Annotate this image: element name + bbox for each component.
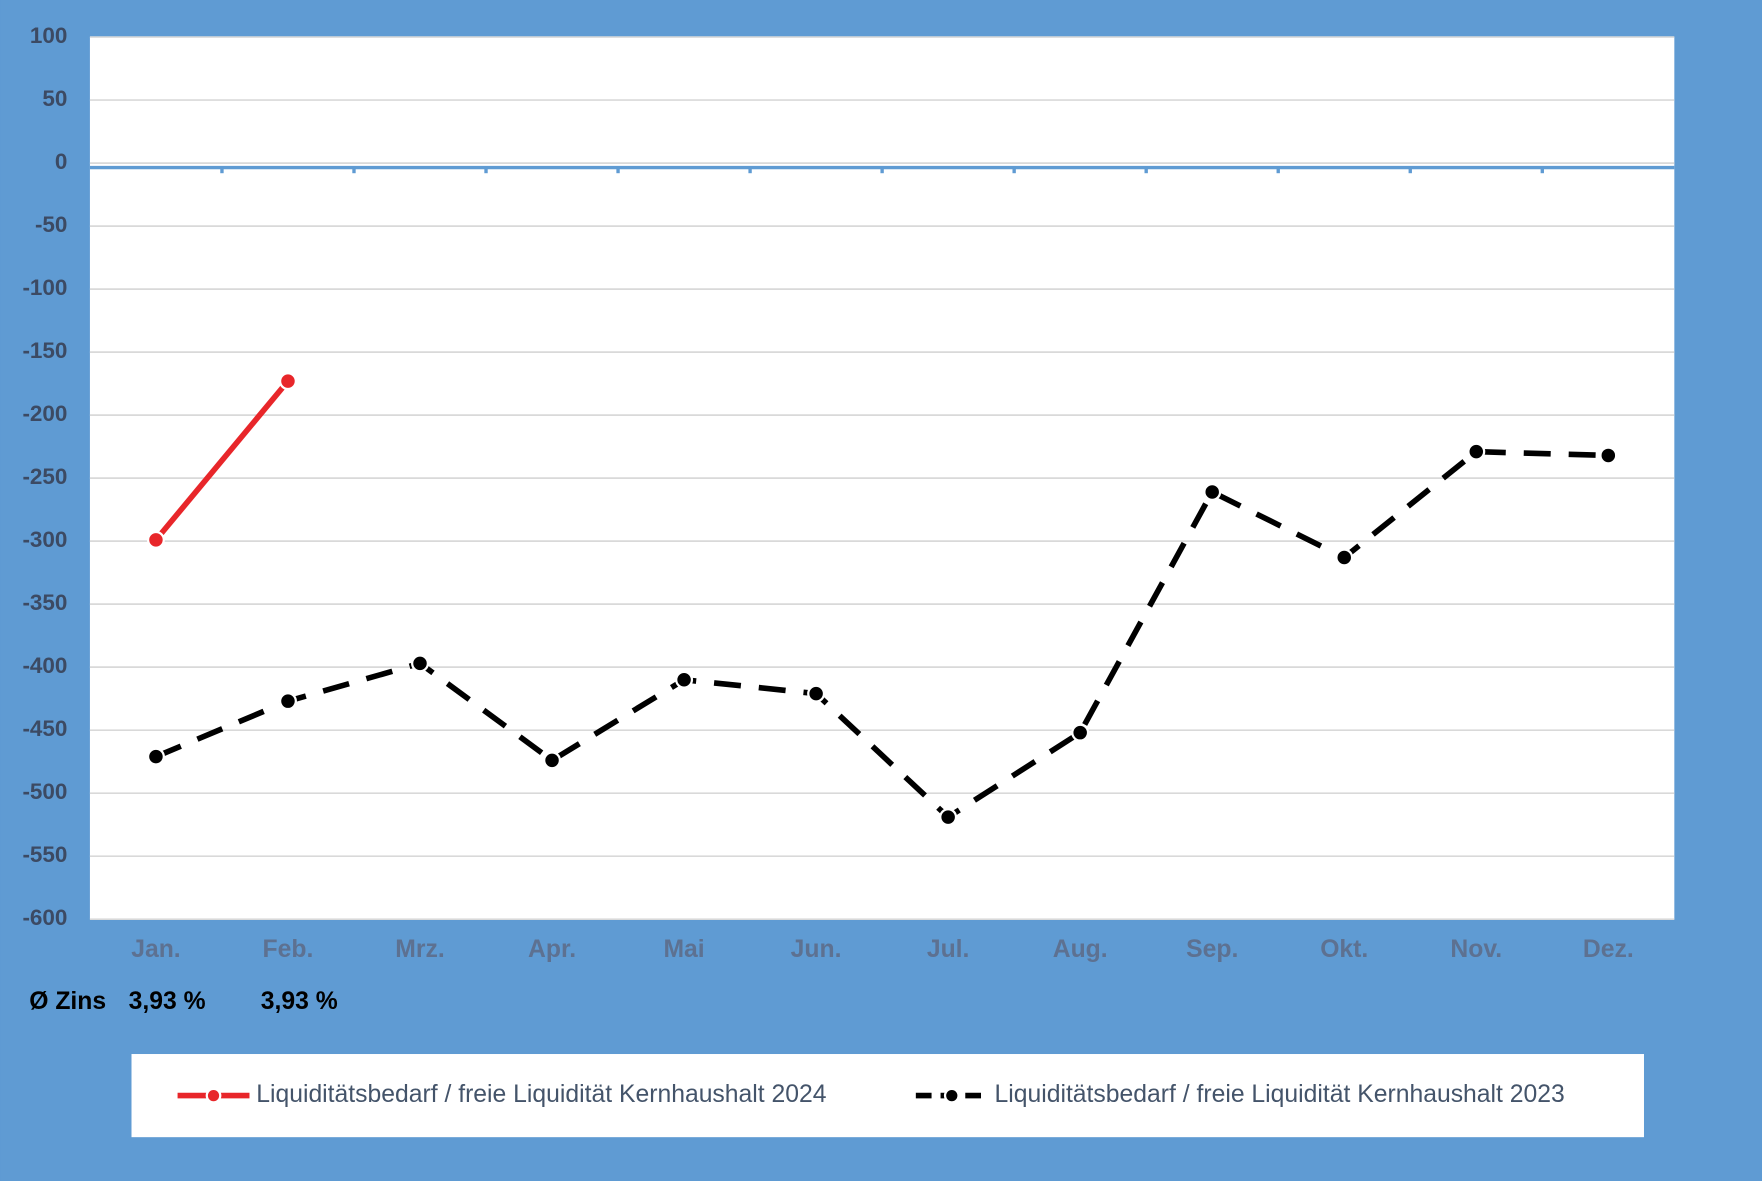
x-tick-label: Jan.: [131, 936, 180, 963]
legend-label: Liquiditätsbedarf / freie Liquidität Ker…: [994, 1081, 1564, 1108]
legend-marker: [205, 1087, 222, 1104]
x-tick-label: Mai: [663, 936, 704, 963]
data-point: [1335, 548, 1354, 567]
x-tick-label: Jun.: [791, 936, 842, 963]
data-point: [675, 670, 694, 689]
data-point: [146, 530, 165, 549]
y-tick-label: -50: [35, 212, 67, 237]
y-tick-label: -200: [22, 401, 67, 426]
data-point: [411, 654, 429, 673]
data-point: [807, 684, 826, 703]
annotation-label: Ø Zins: [29, 988, 106, 1015]
data-point: [939, 808, 958, 827]
x-tick-label: Apr.: [528, 936, 576, 963]
data-point: [146, 747, 165, 766]
x-tick-label: Sep.: [1186, 936, 1238, 963]
y-tick-label: -150: [22, 338, 67, 363]
legend-box: [131, 1054, 1644, 1138]
x-tick-label: Nov.: [1450, 936, 1502, 963]
annotation-value: 3,93 %: [261, 988, 338, 1015]
x-tick-label: Feb.: [263, 936, 314, 963]
legend-label: Liquiditätsbedarf / freie Liquidität Ker…: [256, 1081, 827, 1108]
x-tick-label: Dez.: [1583, 936, 1634, 963]
data-point: [1467, 442, 1486, 461]
y-tick-label: -350: [22, 590, 67, 615]
data-point: [543, 751, 562, 770]
data-point: [1203, 483, 1222, 501]
y-tick-label: -550: [22, 842, 67, 867]
series-line: [154, 448, 1609, 821]
x-tick-label: Aug.: [1053, 936, 1108, 963]
y-tick-label: -300: [22, 527, 67, 552]
x-tick-label: Mrz.: [395, 936, 444, 963]
annotation-value: 3,93 %: [129, 988, 206, 1015]
y-tick-label: -100: [22, 275, 67, 300]
y-tick-label: -500: [22, 779, 67, 804]
legend-marker: [943, 1087, 960, 1104]
y-tick-label: 0: [55, 149, 68, 174]
data-point: [1071, 723, 1090, 742]
data-point: [278, 692, 297, 711]
x-tick-label: Jul.: [927, 936, 970, 963]
y-tick-label: -600: [22, 905, 67, 930]
series-line: [153, 379, 291, 542]
data-point: [278, 372, 297, 391]
y-tick-label: -450: [22, 716, 67, 741]
y-tick-label: 50: [42, 86, 67, 111]
y-tick-label: -250: [22, 464, 67, 489]
y-tick-label: 100: [30, 23, 68, 48]
y-tick-label: -400: [22, 653, 67, 678]
data-point: [1599, 446, 1618, 465]
x-tick-label: Okt.: [1320, 936, 1368, 963]
